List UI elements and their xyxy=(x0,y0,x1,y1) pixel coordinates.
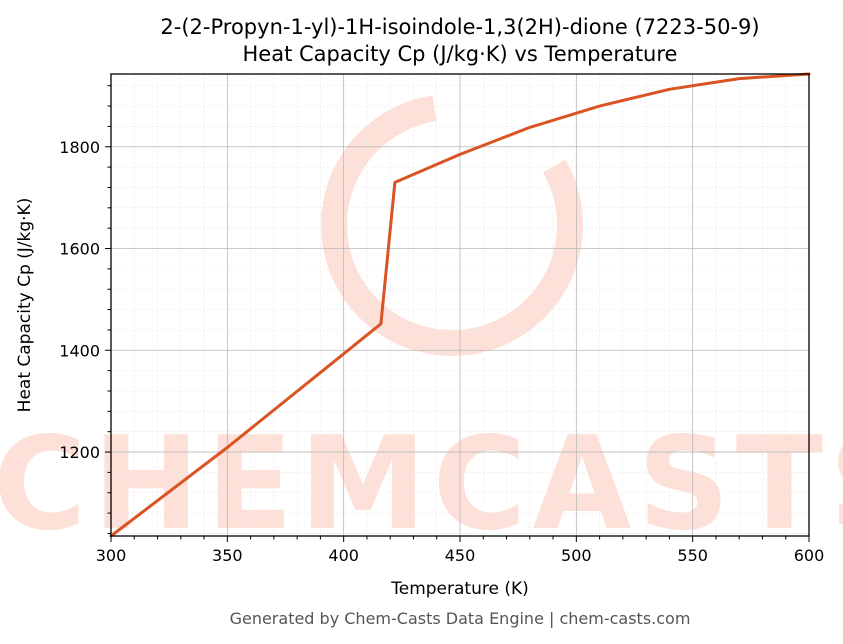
x-tick-label: 450 xyxy=(445,546,476,565)
x-axis-label: Temperature (K) xyxy=(390,579,529,599)
y-axis: 1200 1400 1600 1800 xyxy=(59,85,111,534)
watermark: CHEMCASTS xyxy=(0,93,843,559)
x-tick-label: 600 xyxy=(794,546,825,565)
chart-subtitle: Heat Capacity Cp (J/kg·K) vs Temperature xyxy=(243,42,678,66)
y-tick-label: 1200 xyxy=(59,443,100,462)
x-tick-label: 300 xyxy=(96,546,127,565)
x-tick-label: 350 xyxy=(212,546,243,565)
x-axis: 300 350 400 450 500 550 600 xyxy=(96,536,825,565)
chart-title: 2-(2-Propyn-1-yl)-1H-isoindole-1,3(2H)-d… xyxy=(160,15,759,39)
y-tick-label: 1400 xyxy=(59,341,100,360)
y-tick-label: 1600 xyxy=(59,240,100,259)
x-tick-label: 550 xyxy=(677,546,708,565)
series-line-0 xyxy=(109,72,811,538)
x-tick-label: 500 xyxy=(561,546,592,565)
watermark-ring xyxy=(321,93,583,356)
footer-credit: Generated by Chem-Casts Data Engine | ch… xyxy=(230,609,691,628)
series-layer xyxy=(109,72,811,538)
y-axis-label: Heat Capacity Cp (J/kg·K) xyxy=(15,198,35,413)
y-tick-label: 1800 xyxy=(59,138,100,157)
x-tick-label: 400 xyxy=(328,546,359,565)
watermark-text: CHEMCASTS xyxy=(0,410,843,559)
